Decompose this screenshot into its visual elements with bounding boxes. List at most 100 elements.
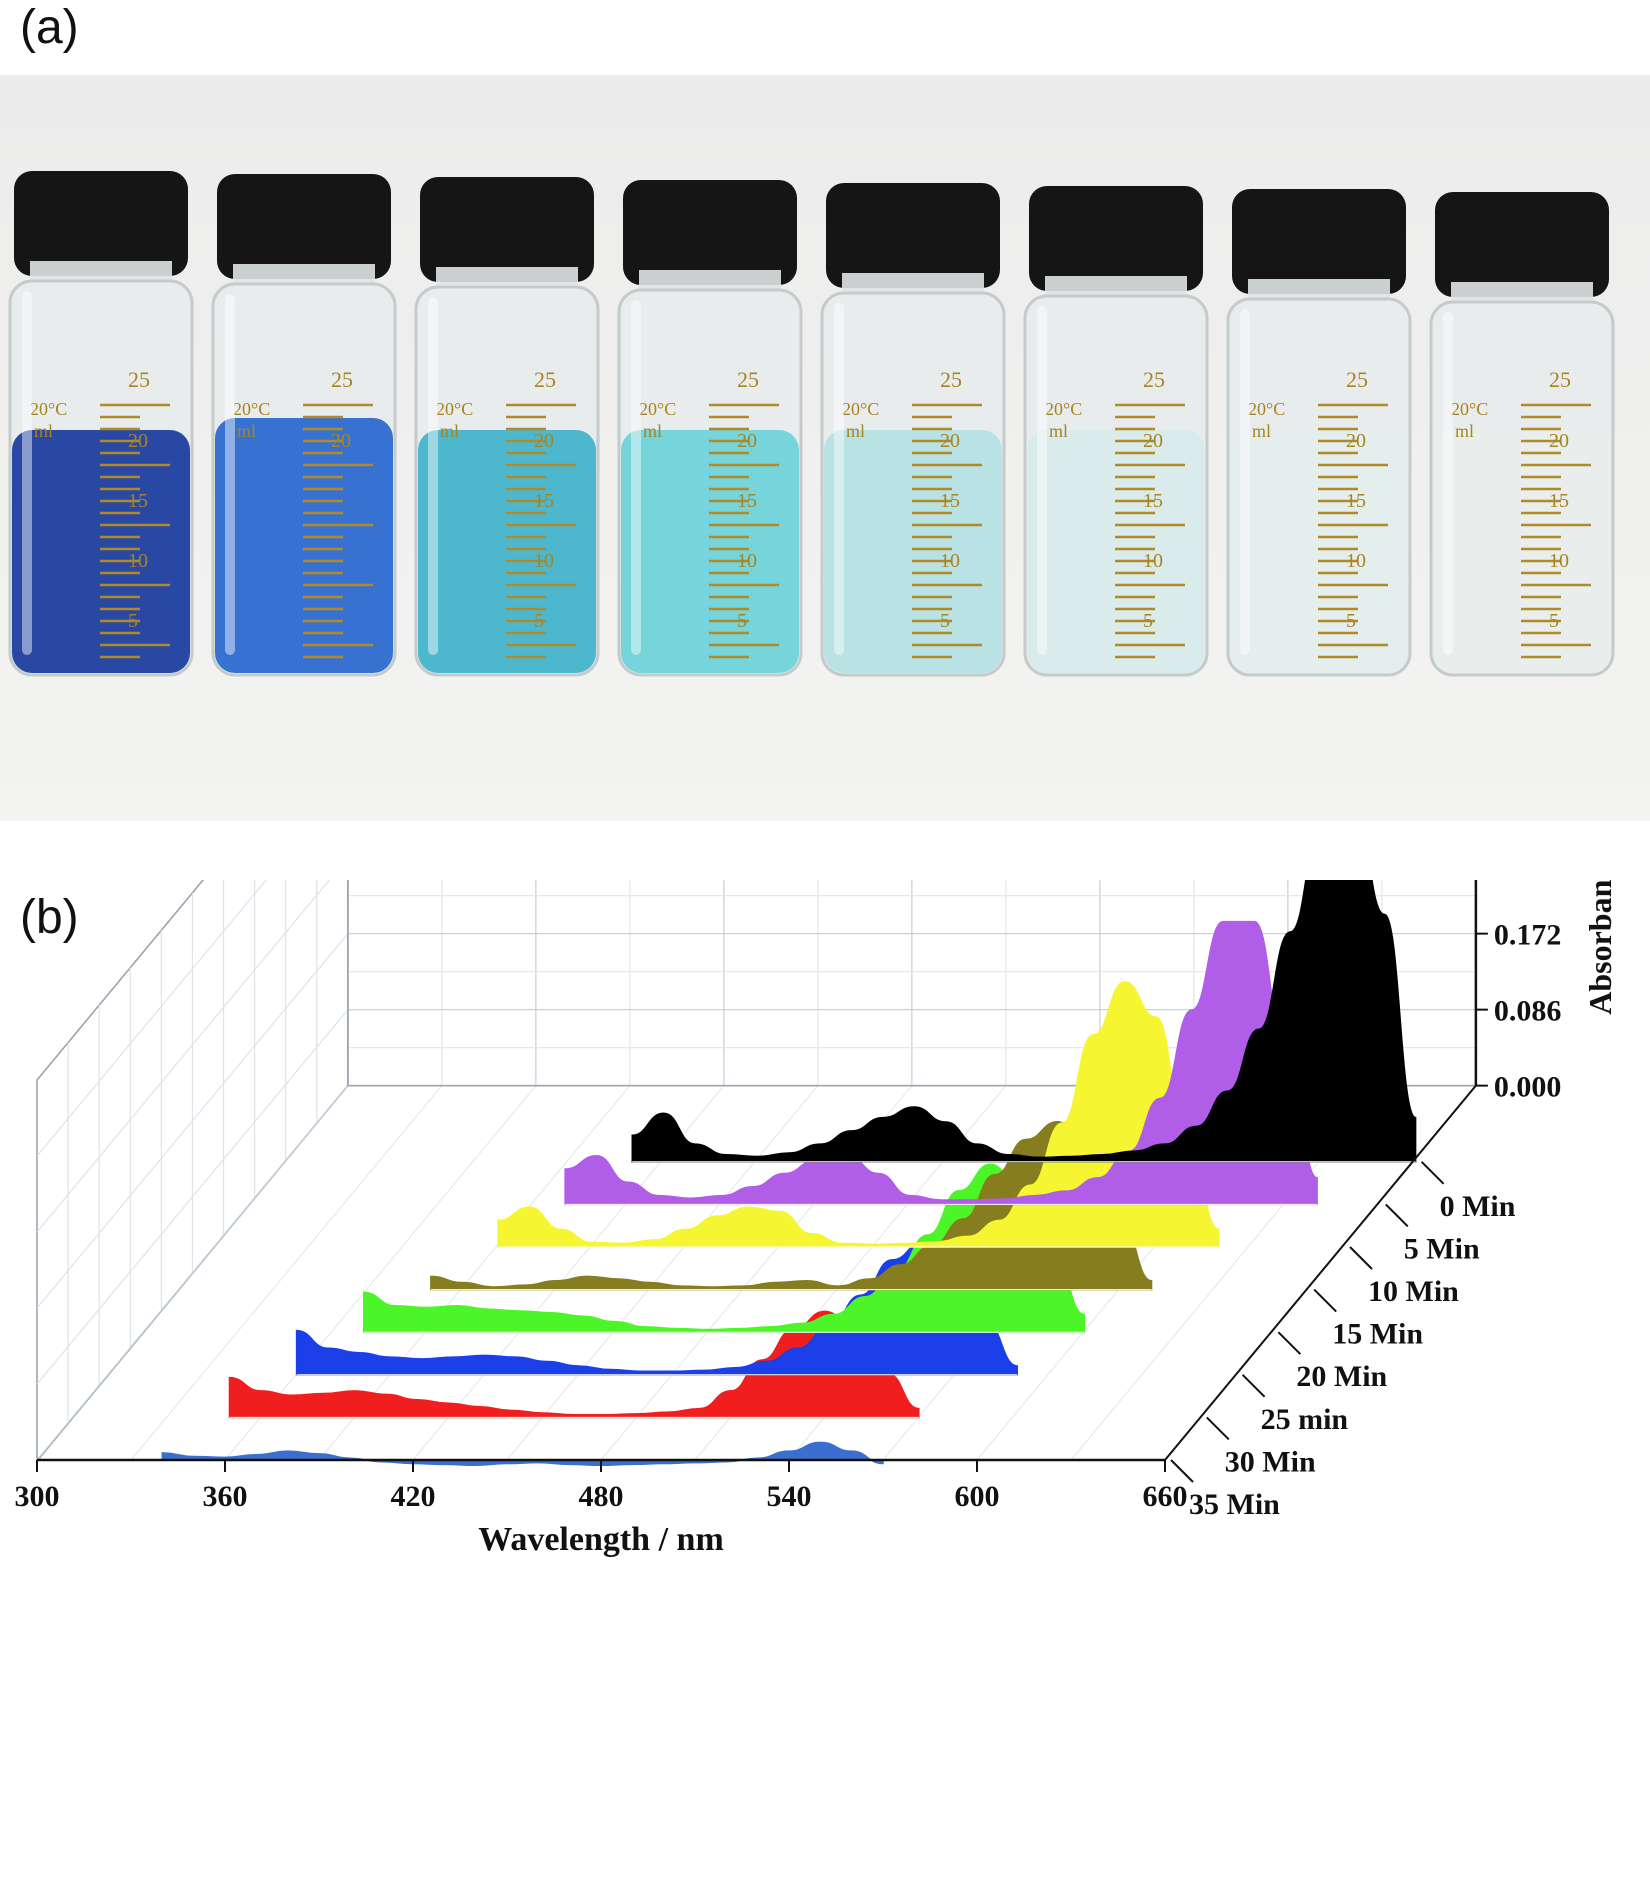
graduation-label: 5 (1143, 610, 1153, 632)
depth-axis-tick (1241, 1374, 1266, 1398)
vial-highlight (631, 300, 641, 655)
temp-label: 20°C (842, 399, 879, 419)
graduation-label: 15 (1143, 490, 1163, 512)
vial-highlight (834, 303, 844, 655)
depth-axis-tick (1277, 1331, 1302, 1355)
vial-liquid (1027, 430, 1205, 673)
ml-label: ml (34, 421, 53, 441)
vial-highlight (428, 297, 438, 655)
depth-axis-tick (1420, 1161, 1445, 1185)
x-tick-label: 360 (203, 1480, 248, 1513)
temp-label: 20°C (436, 399, 473, 419)
graduation-label: 15 (940, 490, 960, 512)
vial-liquid (621, 430, 799, 673)
vial-liquid (1433, 430, 1611, 673)
graduation-label: 20 (331, 430, 351, 452)
ml-label: ml (440, 421, 459, 441)
temp-label: 20°C (233, 399, 270, 419)
graduation-label: 10 (534, 550, 554, 572)
y-tick-label: 0.000 (1494, 1071, 1562, 1104)
depth-axis-tick (1170, 1459, 1194, 1483)
vial-liquid (215, 418, 393, 673)
series-label: 5 Min (1404, 1232, 1480, 1265)
vial-cap (1029, 186, 1203, 291)
panel-label-b: (b) (20, 891, 79, 944)
series-label: 15 Min (1332, 1318, 1423, 1351)
temp-label: 20°C (30, 399, 67, 419)
grid-line (130, 1085, 443, 1461)
series-area (161, 1441, 884, 1467)
graduation-label: 15 (737, 490, 757, 512)
graduation-label: 15 (1346, 490, 1366, 512)
x-tick-label: 600 (955, 1480, 1000, 1513)
graduation-label: 5 (534, 610, 544, 632)
vial-liquid (418, 430, 596, 673)
graduation-label: 20 (1143, 430, 1163, 452)
graduation-label: 5 (940, 610, 950, 632)
series-area (295, 1241, 1019, 1376)
series-area (228, 1310, 920, 1419)
graduation-label: 5 (1549, 610, 1559, 632)
graduation-label: 10 (940, 550, 960, 572)
graduation-label: 10 (1143, 550, 1163, 572)
y-tick-label: 0.172 (1494, 919, 1562, 952)
graduation-label: 10 (1346, 550, 1366, 572)
x-tick-label: 480 (579, 1480, 624, 1513)
graduation-label: 20 (940, 430, 960, 452)
graduation-label: 15 (534, 490, 554, 512)
vial-liquid (824, 430, 1002, 673)
grid-line (36, 933, 349, 1309)
vial: 25 20 15 10 5 20°Cml (8, 171, 194, 677)
x-tick-label: 540 (767, 1480, 812, 1513)
vial: 25 20 15 10 5 20°Cml (1226, 189, 1412, 677)
graduation-label-top: 25 (737, 367, 759, 392)
series-area (564, 920, 1318, 1206)
grid-line (36, 880, 331, 1233)
temp-label: 20°C (1451, 399, 1488, 419)
graduation-label-top: 25 (940, 367, 962, 392)
vial-cap (1232, 189, 1406, 294)
x-tick-label: 300 (15, 1480, 60, 1513)
vial-cap (1435, 192, 1609, 297)
vial-cap (623, 180, 797, 285)
vial: 25 20 15 10 5 20°Cml (820, 183, 1006, 677)
x-axis-label: Wavelength / nm (478, 1521, 724, 1558)
graduation-label: 10 (128, 550, 148, 572)
grid-line (506, 1085, 819, 1461)
vial-cap (217, 174, 391, 279)
vial-highlight (1240, 309, 1250, 655)
ml-label: ml (643, 421, 662, 441)
vial-highlight (225, 294, 235, 655)
y-tick-label: 0.086 (1494, 995, 1562, 1028)
graduation-label: 5 (1346, 610, 1356, 632)
ml-label: ml (1049, 421, 1068, 441)
graduation-label: 20 (1549, 430, 1569, 452)
panel-label-a: (a) (20, 1, 79, 54)
x-tick-label: 420 (391, 1480, 436, 1513)
graduation-label-top: 25 (128, 367, 150, 392)
temp-label: 20°C (1248, 399, 1285, 419)
temp-label: 20°C (1045, 399, 1082, 419)
graduation-label: 20 (1346, 430, 1366, 452)
graduation-label-top: 25 (1143, 367, 1165, 392)
vial: 25 20 15 10 5 20°Cml (617, 180, 803, 677)
depth-axis-tick (1349, 1246, 1373, 1270)
graduation-label-top: 25 (1549, 367, 1571, 392)
series-label: 35 Min (1189, 1488, 1280, 1521)
series-label: 10 Min (1368, 1275, 1459, 1308)
x-tick-label: 660 (1143, 1480, 1188, 1513)
ml-label: ml (846, 421, 865, 441)
vial: 25 20 15 10 5 20°Cml (1023, 186, 1209, 677)
depth-axis-tick (1206, 1416, 1230, 1441)
series-label: 25 min (1261, 1403, 1349, 1436)
series-label: 30 Min (1225, 1445, 1316, 1478)
ml-label: ml (1455, 421, 1474, 441)
graduation-label: 5 (128, 610, 138, 632)
graduation-label: 20 (737, 430, 757, 452)
graduation-label: 5 (737, 610, 747, 632)
vial-highlight (1443, 312, 1453, 655)
vial-liquid (12, 430, 190, 673)
graduation-label-top: 25 (534, 367, 556, 392)
graduation-label: 20 (128, 430, 148, 452)
vial: 25 20 20°Cml (211, 174, 397, 677)
